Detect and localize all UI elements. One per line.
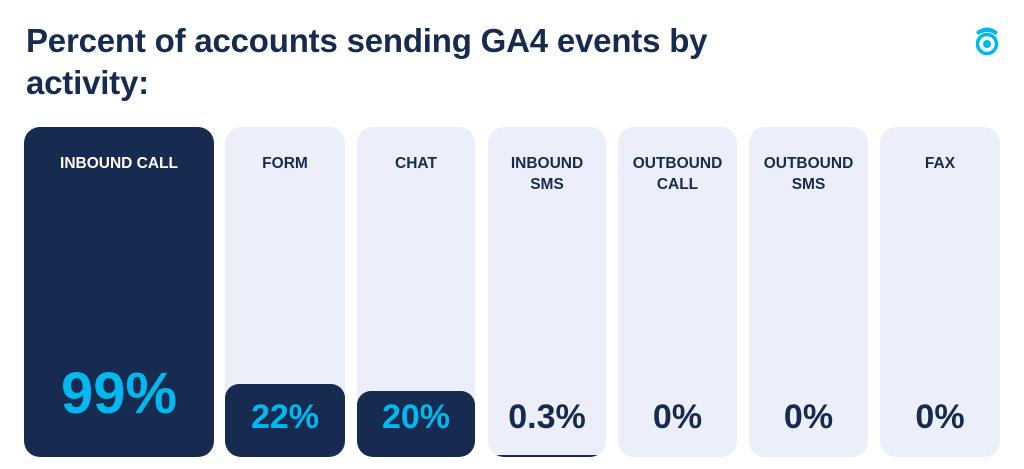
data-label: 20% bbox=[381, 398, 451, 436]
category-label: CHAT bbox=[395, 155, 437, 172]
bar-card: INBOUND CALL 99% bbox=[24, 127, 214, 457]
category-label: FAX bbox=[924, 155, 956, 172]
bar-card: OUTBOUND CALL 0% bbox=[618, 127, 737, 457]
bar-card: FAX 0% bbox=[880, 127, 1000, 457]
bar-card: FORM 22% bbox=[225, 127, 345, 457]
data-label: 0% bbox=[915, 398, 965, 436]
chart-title: Percent of accounts sending GA4 events b… bbox=[26, 22, 708, 101]
bar-card: INBOUND SMS 0.3% bbox=[488, 127, 606, 457]
bar bbox=[225, 384, 345, 457]
data-label: 0.3% bbox=[508, 398, 586, 436]
bar-card: CHAT 20% bbox=[357, 127, 475, 457]
category-label: INBOUND CALL bbox=[60, 155, 178, 172]
category-label: INBOUND SMS bbox=[510, 155, 584, 193]
bar bbox=[24, 127, 214, 457]
data-label: 0% bbox=[783, 398, 834, 436]
phone-target-icon bbox=[975, 27, 999, 56]
bar-card: OUTBOUND SMS 0% bbox=[749, 127, 868, 457]
bar bbox=[357, 391, 475, 457]
category-label: OUTBOUND CALL bbox=[632, 155, 723, 193]
data-label: 99% bbox=[60, 361, 178, 426]
category-label: FORM bbox=[262, 155, 308, 172]
bar bbox=[488, 455, 606, 457]
category-label: OUTBOUND SMS bbox=[763, 155, 854, 193]
data-label: 22% bbox=[250, 398, 320, 436]
data-label: 0% bbox=[652, 398, 703, 436]
